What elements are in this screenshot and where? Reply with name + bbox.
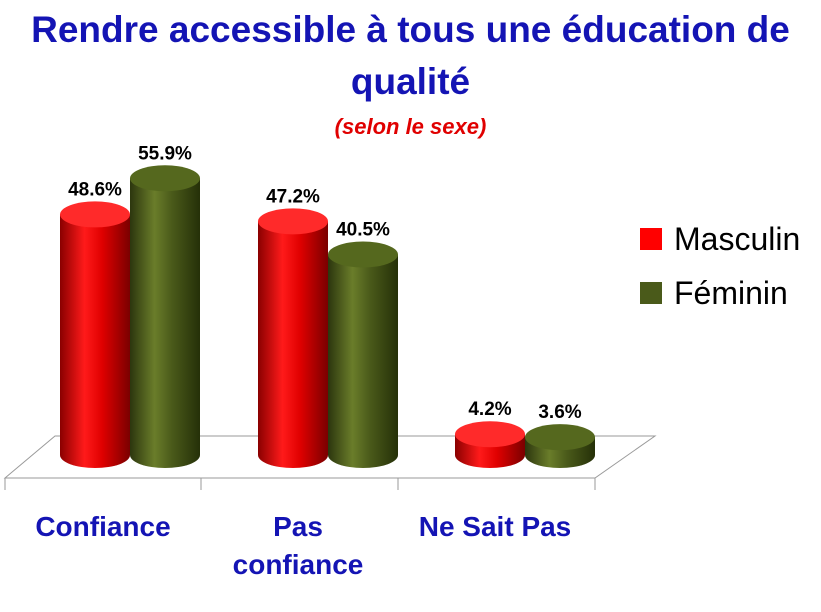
value-label-feminin-pas-confiance: 40.5% (336, 220, 390, 241)
bar-feminin-pas-confiance (328, 241, 398, 468)
x-tick-label-ne-sait-pas: Ne Sait Pas (419, 511, 572, 542)
bar-feminin-ne-sait-pas (525, 424, 595, 468)
legend-item-masculin: Masculin (640, 212, 800, 266)
legend-swatch-masculin (640, 228, 662, 250)
chart-subtitle: (selon le sexe) (334, 114, 487, 139)
bar-masculin-pas-confiance (258, 208, 328, 468)
value-labels-group: 48.6% 55.9% 47.2% 40.5% 4.2% 3.6% (68, 143, 582, 423)
x-tick-label-pas-confiance: Pas confiance (233, 511, 364, 580)
value-label-feminin-ne-sait-pas: 3.6% (538, 402, 581, 423)
bar-masculin-ne-sait-pas (455, 421, 525, 468)
value-label-masculin-confiance: 48.6% (68, 179, 122, 200)
legend-label-masculin: Masculin (674, 220, 801, 257)
value-label-masculin-pas-confiance: 47.2% (266, 186, 320, 207)
value-label-masculin-ne-sait-pas: 4.2% (468, 399, 511, 420)
legend: Masculin Féminin (640, 212, 800, 320)
chart-title-line2: qualité (350, 61, 471, 102)
legend-swatch-feminin (640, 282, 662, 304)
chart-title-line1: Rendre accessible à tous une éducation d… (31, 9, 790, 50)
x-tick-label-confiance: Confiance (35, 511, 170, 542)
bar-feminin-confiance (130, 165, 200, 469)
bar-masculin-confiance (60, 201, 130, 468)
x-tick-labels-group: Confiance Pas confiance Ne Sait Pas (35, 511, 571, 580)
legend-item-feminin: Féminin (640, 266, 800, 320)
value-label-feminin-confiance: 55.9% (138, 143, 192, 164)
legend-label-feminin: Féminin (674, 274, 788, 311)
bars-group (60, 165, 595, 469)
